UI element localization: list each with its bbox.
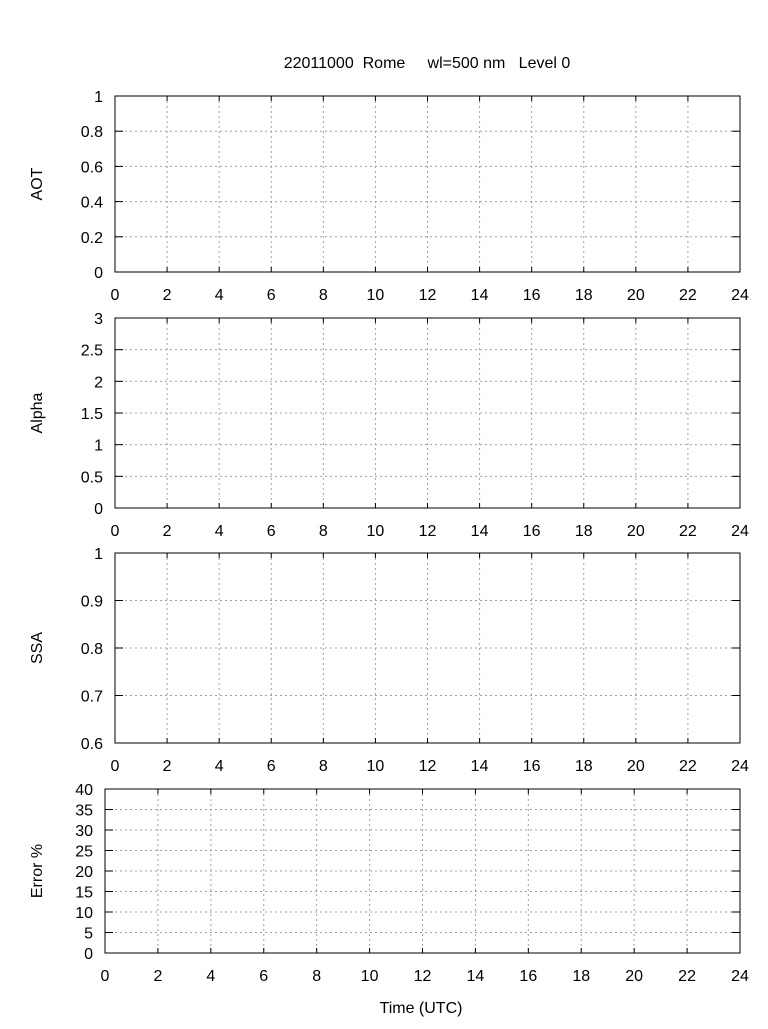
y-tick-label: 0.6 <box>81 159 103 176</box>
x-axis-label: Time (UTC) <box>380 1000 463 1017</box>
x-tick-label: 10 <box>361 968 379 985</box>
y-tick-label: 2 <box>94 374 103 391</box>
x-tick-label: 16 <box>523 287 541 304</box>
y-tick-label: 40 <box>75 782 93 799</box>
x-tick-label: 20 <box>625 968 643 985</box>
plot-frame <box>114 552 741 744</box>
y-tick-label: 15 <box>75 885 93 902</box>
y-axis-label: Error % <box>29 844 46 898</box>
x-tick-label: 16 <box>523 523 541 540</box>
y-tick-label: 0 <box>84 946 93 963</box>
y-tick-label: 20 <box>75 864 93 881</box>
x-tick-label: 0 <box>101 968 110 985</box>
y-tick-label: 0.9 <box>81 594 103 611</box>
y-axis-label: SSA <box>29 632 46 664</box>
x-tick-label: 8 <box>319 758 328 775</box>
y-tick-label: 0.7 <box>81 689 103 706</box>
y-tick-label: 3 <box>94 311 103 328</box>
y-tick-label: 25 <box>75 844 93 861</box>
y-tick-label: 10 <box>75 905 93 922</box>
panel-4: 0 2 4 6 8 10 12 14 16 18 20 22 240510152025303540Err… <box>29 782 749 985</box>
y-tick-label: 35 <box>75 803 93 820</box>
x-tick-label: 0 <box>111 523 120 540</box>
x-tick-label: 6 <box>267 287 276 304</box>
x-tick-label: 0 <box>111 287 120 304</box>
x-tick-label: 18 <box>575 758 593 775</box>
y-tick-label: 1.5 <box>81 406 103 423</box>
x-tick-label: 14 <box>471 287 489 304</box>
x-tick-label: 10 <box>367 523 385 540</box>
y-tick-label: 5 <box>84 926 93 943</box>
y-axis-label: Alpha <box>29 392 46 433</box>
x-tick-label: 6 <box>259 968 268 985</box>
x-tick-label: 24 <box>731 968 749 985</box>
x-tick-label: 14 <box>471 758 489 775</box>
y-axis-label: AOT <box>29 167 46 200</box>
x-tick-label: 20 <box>627 523 645 540</box>
x-tick-label: 24 <box>731 758 749 775</box>
x-tick-label: 16 <box>523 758 541 775</box>
y-tick-label: 0.5 <box>81 469 103 486</box>
plot-frame <box>104 788 741 954</box>
x-tick-label: 4 <box>215 287 224 304</box>
x-tick-label: 4 <box>215 758 224 775</box>
y-tick-label: 1 <box>94 546 103 563</box>
y-tick-label: 1 <box>94 438 103 455</box>
x-tick-label: 8 <box>312 968 321 985</box>
y-tick-label: 2.5 <box>81 343 103 360</box>
x-tick-label: 20 <box>627 758 645 775</box>
x-tick-label: 22 <box>679 758 697 775</box>
x-tick-label: 8 <box>319 287 328 304</box>
x-tick-label: 24 <box>731 287 749 304</box>
x-tick-label: 16 <box>519 968 537 985</box>
x-tick-label: 2 <box>163 287 172 304</box>
y-tick-label: 0.8 <box>81 124 103 141</box>
y-tick-label: 0.8 <box>81 641 103 658</box>
y-tick-label: 0.4 <box>81 195 103 212</box>
y-tick-label: 0 <box>94 501 103 518</box>
x-tick-label: 8 <box>319 523 328 540</box>
x-tick-label: 12 <box>419 287 437 304</box>
x-tick-label: 18 <box>575 523 593 540</box>
x-tick-label: 0 <box>111 758 120 775</box>
x-tick-label: 2 <box>163 758 172 775</box>
x-tick-label: 4 <box>215 523 224 540</box>
y-tick-label: 0.2 <box>81 230 103 247</box>
plot-frame <box>114 95 741 273</box>
y-tick-label: 0.6 <box>81 736 103 753</box>
x-tick-label: 14 <box>467 968 485 985</box>
x-tick-label: 10 <box>367 287 385 304</box>
x-tick-label: 10 <box>367 758 385 775</box>
x-tick-label: 18 <box>575 287 593 304</box>
chart-title: 22011000 Rome wl=500 nm Level 0 <box>284 55 571 72</box>
plot-frame <box>114 317 741 509</box>
x-tick-label: 2 <box>153 968 162 985</box>
x-tick-label: 6 <box>267 758 276 775</box>
x-tick-label: 22 <box>679 287 697 304</box>
x-tick-label: 14 <box>471 523 489 540</box>
x-tick-label: 12 <box>414 968 432 985</box>
x-tick-label: 22 <box>679 523 697 540</box>
x-tick-label: 12 <box>419 523 437 540</box>
x-tick-label: 6 <box>267 523 276 540</box>
x-tick-label: 18 <box>572 968 590 985</box>
x-tick-label: 22 <box>678 968 696 985</box>
y-tick-label: 1 <box>94 89 103 106</box>
y-tick-label: 30 <box>75 823 93 840</box>
x-tick-label: 12 <box>419 758 437 775</box>
y-tick-label: 0 <box>94 265 103 282</box>
x-tick-label: 20 <box>627 287 645 304</box>
x-tick-label: 24 <box>731 523 749 540</box>
x-tick-label: 2 <box>163 523 172 540</box>
x-tick-label: 4 <box>206 968 215 985</box>
